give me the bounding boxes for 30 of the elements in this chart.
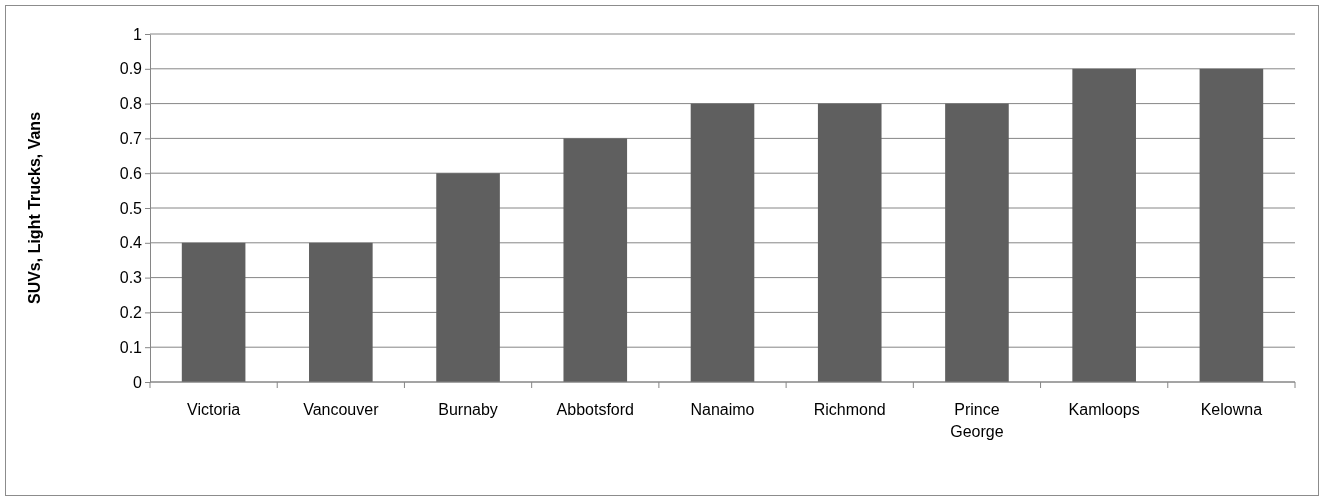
y-tick-label: 0 xyxy=(133,373,143,391)
y-tick-label: 0.6 xyxy=(119,164,143,182)
x-tick-label: Vancouver xyxy=(303,401,380,418)
y-tick-label: 0.5 xyxy=(119,199,143,217)
y-tick-label: 0.2 xyxy=(119,304,143,322)
x-tick-label: Victoria xyxy=(187,401,241,418)
x-tick-label: Prince George xyxy=(950,401,1004,440)
y-tick-label: 0.4 xyxy=(119,234,143,252)
y-tick-label: 0.1 xyxy=(119,338,143,356)
x-tick-label: Kelowna xyxy=(1200,401,1263,418)
y-axis-title: SUVs, Light Trucks, Vans xyxy=(26,111,43,305)
y-tick-label: 1 xyxy=(133,25,143,43)
bar xyxy=(1199,68,1264,382)
bar xyxy=(945,103,1009,382)
y-tick-label: 0.3 xyxy=(119,269,143,287)
x-tick-label: Nanaimo xyxy=(690,401,755,418)
y-tick-label: 0.7 xyxy=(119,130,143,148)
bar xyxy=(817,103,882,382)
bar xyxy=(1072,68,1136,382)
bar xyxy=(181,242,246,382)
x-tick-label: Abbotsford xyxy=(556,401,634,418)
y-tick-label: 0.9 xyxy=(119,60,143,78)
x-tick-label: Burnaby xyxy=(438,401,498,418)
x-tick-label: Richmond xyxy=(813,401,886,418)
bar xyxy=(436,173,500,382)
bar xyxy=(563,138,628,382)
x-tick-label: Kamloops xyxy=(1068,401,1140,418)
y-tick-label: 0.8 xyxy=(119,95,143,113)
bar xyxy=(309,242,373,382)
bar xyxy=(690,103,755,382)
